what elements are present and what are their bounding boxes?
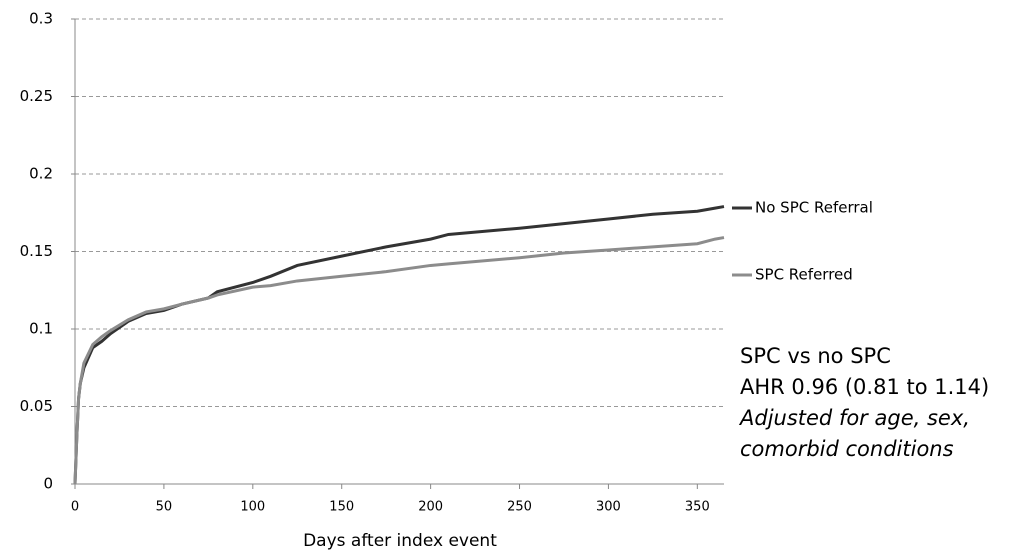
y-tick-label: 0.3	[29, 10, 53, 28]
annotation: Adjusted for age, sex,	[738, 406, 970, 430]
annotation: AHR 0.96 (0.81 to 1.14)	[740, 375, 989, 399]
x-tick-label: 300	[596, 500, 621, 515]
x-tick-label: 100	[240, 500, 265, 515]
x-tick-label: 350	[685, 500, 710, 515]
x-tick-label: 0	[71, 500, 79, 515]
y-tick-label: 0.25	[20, 87, 53, 105]
x-tick-label: 50	[156, 500, 173, 515]
legend-label: No SPC Referral	[755, 199, 873, 217]
y-tick-label: 0.2	[29, 165, 53, 183]
y-tick-label: 0.1	[29, 320, 53, 338]
annotation: SPC vs no SPC	[740, 344, 891, 368]
legend-label: SPC Referred	[755, 266, 853, 284]
x-tick-label: 200	[418, 500, 443, 515]
series-line	[73, 205, 725, 485]
y-tick-label: 0.15	[20, 242, 53, 260]
annotation: comorbid conditions	[740, 437, 954, 461]
x-tick-label: 250	[507, 500, 532, 515]
x-tick-label: 150	[329, 500, 354, 515]
y-tick-label: 0.05	[20, 397, 53, 415]
y-tick-label: 0	[43, 475, 53, 493]
x-axis-label: Days after index event	[303, 531, 497, 551]
series-line	[73, 236, 725, 485]
